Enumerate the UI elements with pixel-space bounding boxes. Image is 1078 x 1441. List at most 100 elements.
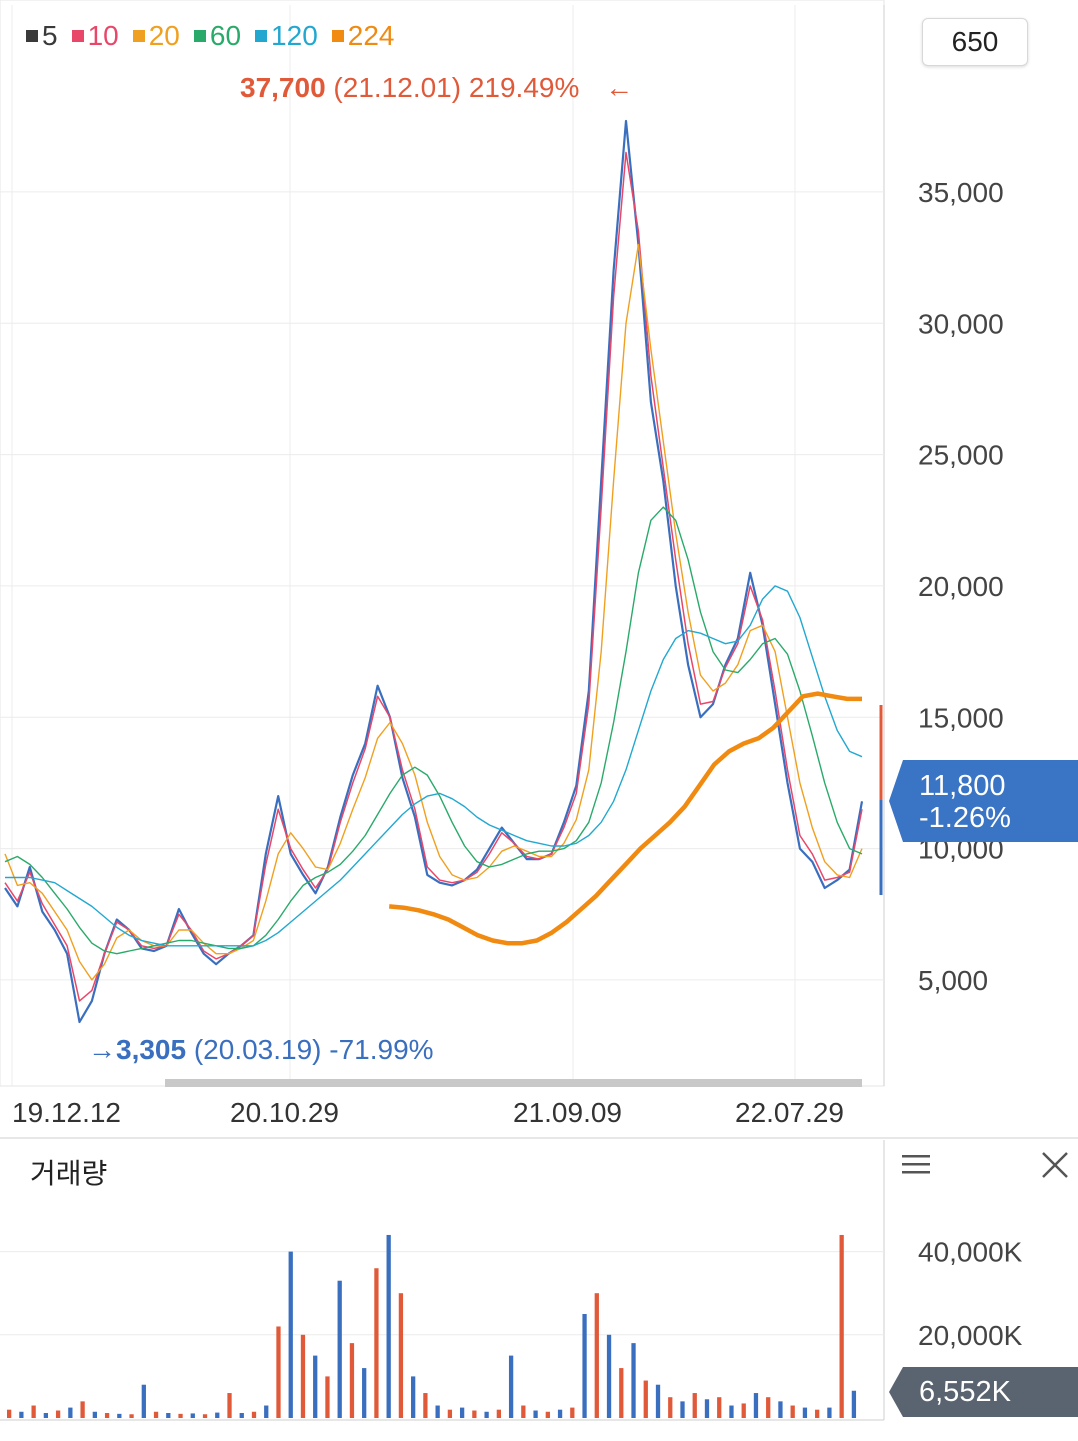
volume-tick-label: 20,000K (918, 1320, 1023, 1351)
volume-bar (557, 1409, 563, 1418)
legend-item-10[interactable]: 10 (71, 20, 119, 52)
ma-line-224 (389, 691, 862, 946)
legend-item-20[interactable]: 20 (132, 20, 180, 52)
volume-bar (741, 1403, 746, 1418)
volume-bar (851, 1390, 857, 1418)
volume-bar (43, 1413, 49, 1418)
volume-bar (594, 1293, 599, 1418)
volume-tick-label: 40,000K (918, 1237, 1023, 1268)
volume-bar (374, 1268, 379, 1418)
max-price-marker: 37,700 (21.12.01) 219.49% ← (240, 72, 633, 104)
price-tick-label: 15,000 (918, 702, 1004, 733)
volume-bar (521, 1405, 526, 1418)
legend-label: 224 (347, 20, 395, 51)
time-tick-label: 20.10.29 (230, 1097, 339, 1128)
volume-bar (827, 1407, 832, 1418)
volume-bar (839, 1234, 844, 1418)
volume-bar (129, 1414, 134, 1418)
current-price-change: -1.26% (919, 802, 1011, 834)
volume-bar (80, 1401, 85, 1418)
volume-bar (631, 1343, 636, 1418)
min-arrow: → (88, 1034, 116, 1065)
volume-bar (815, 1409, 820, 1418)
volume-bar (227, 1393, 232, 1418)
ma-line-20 (4, 243, 863, 981)
volume-bar (655, 1384, 661, 1418)
legend-item-5[interactable]: 5 (26, 20, 58, 52)
legend-item-224[interactable]: 224 (331, 20, 395, 52)
close-icon[interactable] (1040, 1150, 1070, 1180)
legend-swatch-icon (26, 30, 38, 42)
time-scrollbar[interactable] (165, 1079, 862, 1087)
legend-item-120[interactable]: 120 (255, 20, 318, 52)
volume-bar (19, 1411, 24, 1418)
volume-bar (153, 1411, 159, 1418)
volume-bar (643, 1380, 648, 1418)
ma-line-120 (5, 585, 863, 947)
max-arrow: ← (605, 72, 634, 103)
volume-bar (704, 1399, 710, 1418)
volume-bar (166, 1413, 171, 1418)
current-price-tag: 11,800 -1.26% (889, 760, 1078, 842)
volume-bar (31, 1405, 36, 1418)
volume-bar (117, 1413, 122, 1418)
volume-bar (349, 1343, 355, 1418)
volume-bar (606, 1334, 612, 1418)
volume-bar (447, 1409, 453, 1418)
volume-bar (288, 1251, 293, 1418)
price-tick-label: 25,000 (918, 440, 1004, 471)
time-tick-label: 22.07.29 (735, 1097, 844, 1128)
volume-bar (508, 1355, 514, 1418)
volume-bar (619, 1368, 624, 1418)
volume-bar (215, 1412, 220, 1418)
volume-bar (313, 1355, 318, 1418)
volume-bar (729, 1405, 734, 1418)
period-count-box[interactable]: 650 (922, 18, 1028, 66)
legend-label: 5 (42, 20, 58, 51)
legend-label: 10 (87, 20, 119, 51)
volume-bar (7, 1409, 12, 1418)
legend-item-60[interactable]: 60 (193, 20, 242, 52)
volume-bar (398, 1293, 404, 1418)
legend-label: 60 (209, 20, 242, 51)
volume-bar (276, 1326, 281, 1418)
volume-bar (362, 1368, 367, 1418)
legend-swatch-icon (193, 30, 206, 42)
volume-bar (668, 1397, 673, 1418)
price-tick-label: 35,000 (918, 177, 1004, 208)
volume-bar (55, 1410, 61, 1418)
current-volume-tag: 6,552K (889, 1367, 1078, 1417)
volume-title: 거래량 (30, 1158, 108, 1189)
volume-bar (264, 1405, 269, 1418)
ma-legend: 5 10 20 60 120 224 (26, 20, 394, 52)
min-price-detail: (20.03.19) -71.99% (193, 1034, 434, 1065)
volume-bar (570, 1407, 575, 1418)
hamburger-menu-icon[interactable] (900, 1150, 932, 1180)
volume-bar (178, 1413, 183, 1418)
ma-line-10 (4, 151, 863, 1002)
volume-bar (790, 1405, 795, 1418)
ma-line-60 (4, 506, 863, 955)
max-price-detail: (21.12.01) 219.49% (333, 72, 580, 103)
volume-bar (104, 1413, 110, 1418)
volume-bar (423, 1393, 428, 1418)
volume-bar (141, 1384, 146, 1418)
time-tick-label: 19.12.12 (12, 1097, 121, 1128)
time-tick-label: 21.09.09 (513, 1097, 622, 1128)
volume-bar (92, 1411, 97, 1418)
min-price-value: 3,305 (116, 1034, 187, 1065)
volume-bar (337, 1280, 342, 1418)
volume-bar (325, 1376, 330, 1418)
volume-bar (717, 1397, 722, 1418)
price-plot-frame (0, 0, 885, 1087)
volume-bar (190, 1413, 195, 1418)
price-tick-label: 5,000 (918, 965, 988, 996)
volume-bar (533, 1410, 538, 1418)
volume-bar (202, 1414, 208, 1418)
volume-bar (68, 1407, 73, 1418)
legend-swatch-icon (132, 30, 145, 42)
legend-swatch-icon (71, 30, 84, 42)
legend-label: 120 (271, 20, 318, 51)
